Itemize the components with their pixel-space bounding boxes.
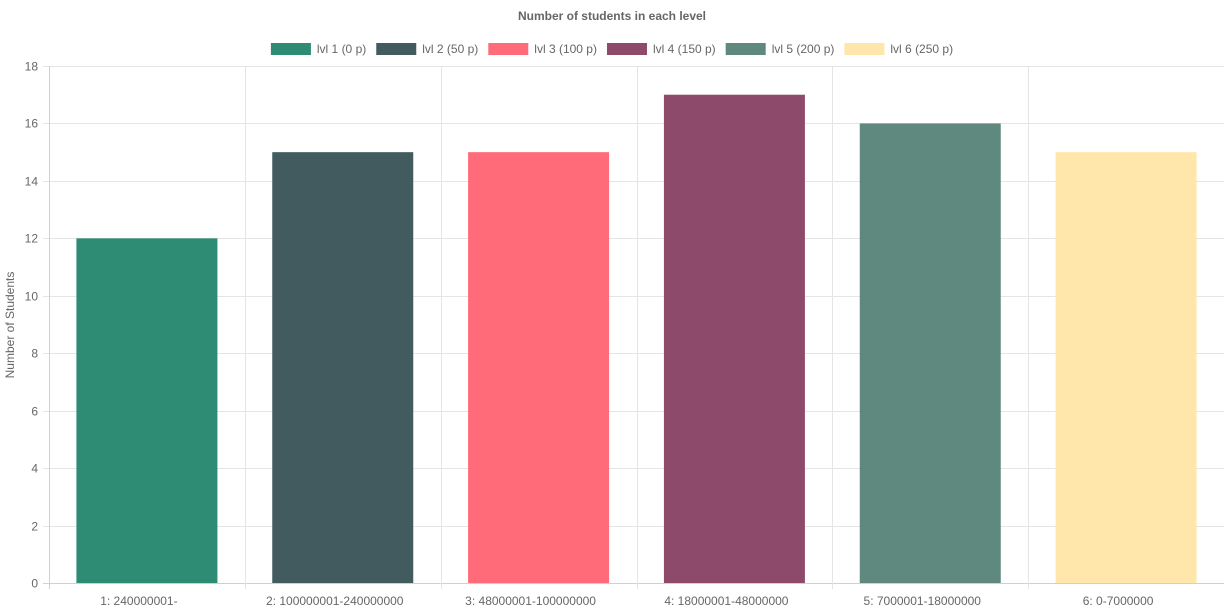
y-tick-label: 10 <box>25 290 39 304</box>
y-tick-label: 14 <box>25 175 39 189</box>
y-tick-label: 12 <box>25 232 39 246</box>
legend-item[interactable]: lvl 2 (50 p) <box>376 42 478 56</box>
y-tick-label: 0 <box>31 577 38 591</box>
bar <box>663 94 805 583</box>
legend-label: lvl 5 (200 p) <box>772 42 835 56</box>
bar <box>272 152 414 583</box>
legend-item[interactable]: lvl 6 (250 p) <box>844 42 953 56</box>
x-tick-label: 6: 0-7000000 <box>1083 594 1154 608</box>
legend-item[interactable]: lvl 3 (100 p) <box>488 42 597 56</box>
legend-swatch <box>844 43 885 55</box>
bar <box>859 123 1001 583</box>
grid <box>43 66 1224 589</box>
bar <box>1055 152 1197 583</box>
legend-swatch <box>376 43 417 55</box>
x-tick-label: 4: 18000001-48000000 <box>664 594 788 608</box>
bars <box>76 94 1197 584</box>
legend-label: lvl 1 (0 p) <box>317 42 366 56</box>
x-tick-label: 3: 48000001-100000000 <box>465 594 596 608</box>
x-axis-ticks: 1: 240000001- 2: 100000001-240000000 3: 48… <box>100 594 1154 608</box>
bar <box>468 152 610 583</box>
legend-label: lvl 2 (50 p) <box>422 42 478 56</box>
legend-swatch <box>725 43 766 55</box>
legend-item[interactable]: lvl 1 (0 p) <box>270 42 366 56</box>
y-tick-label: 8 <box>31 347 38 361</box>
legend-label: lvl 6 (250 p) <box>890 42 953 56</box>
legend-swatch <box>606 43 647 55</box>
x-tick-label: 5: 7000001-18000000 <box>864 594 982 608</box>
y-tick-label: 4 <box>31 462 38 476</box>
y-axis-ticks: 0 2 4 6 8 10 12 14 16 18 <box>25 60 39 591</box>
legend: lvl 1 (0 p) lvl 2 (50 p) lvl 3 (100 p) lvl … <box>270 42 953 56</box>
bar <box>76 238 218 584</box>
x-tick-label: 2: 100000001-240000000 <box>266 594 404 608</box>
y-tick-label: 16 <box>25 117 39 131</box>
legend-swatch <box>270 43 311 55</box>
y-axis-title: Number of Students <box>3 272 17 379</box>
legend-label: lvl 4 (150 p) <box>653 42 716 56</box>
y-tick-label: 6 <box>31 405 38 419</box>
legend-item[interactable]: lvl 5 (200 p) <box>725 42 835 56</box>
legend-item[interactable]: lvl 4 (150 p) <box>606 42 716 56</box>
chart-title: Number of students in each level <box>518 9 706 23</box>
legend-swatch <box>488 43 529 55</box>
y-tick-label: 2 <box>31 520 38 534</box>
y-tick-label: 18 <box>25 60 39 74</box>
x-tick-label: 1: 240000001- <box>100 594 177 608</box>
legend-label: lvl 3 (100 p) <box>534 42 597 56</box>
